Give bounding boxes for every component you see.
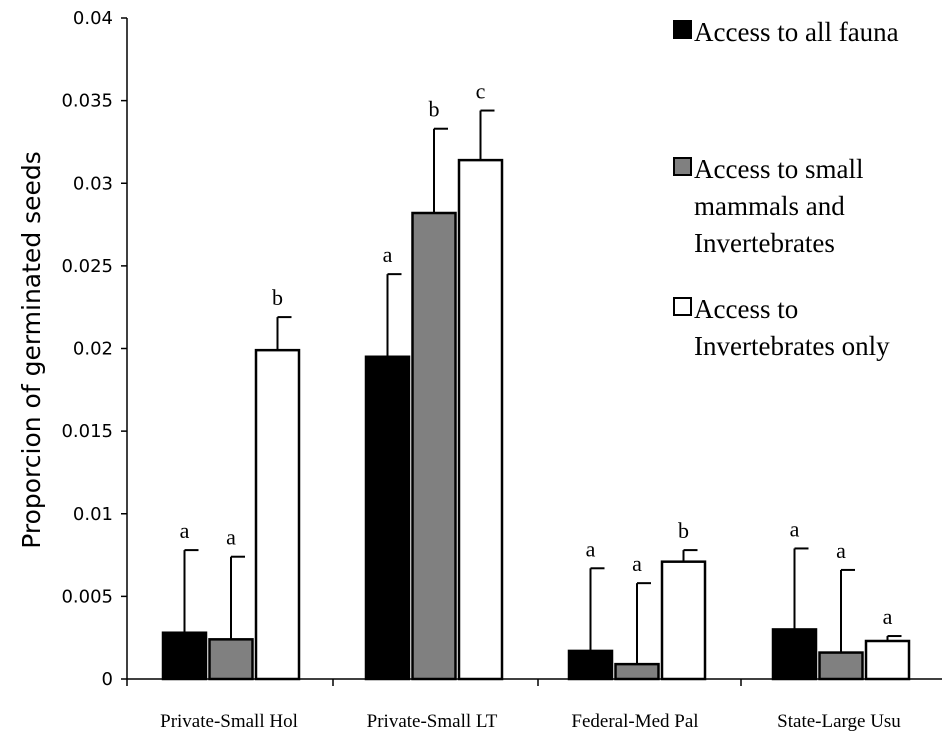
y-tick-label: 0.04	[73, 8, 113, 29]
x-category-label: Private-Small Hol	[160, 711, 298, 732]
significance-label: c	[476, 79, 486, 104]
significance-label: a	[836, 538, 846, 563]
bar	[411, 211, 457, 681]
y-tick-label: 0.035	[61, 91, 113, 112]
bar	[567, 649, 614, 681]
bar	[864, 639, 911, 681]
y-tick-label: 0	[102, 669, 113, 690]
bar	[457, 158, 504, 681]
legend-label: Invertebrates only	[694, 331, 890, 361]
significance-label: b	[429, 97, 440, 122]
legend-label: mammals and	[694, 191, 845, 221]
y-axis: 0 0.005 0.01 0.015 0.02 0.025 0.03 0.035 0.04	[61, 8, 128, 690]
bar	[254, 348, 301, 681]
significance-label: a	[632, 551, 642, 576]
bars: a a a a a b a a b c b a	[161, 79, 911, 681]
legend-swatch	[673, 157, 692, 176]
y-axis-label: Proporcion of germinated seeds	[17, 151, 46, 549]
bar	[614, 662, 660, 681]
legend: Access to all fauna Access to small mammal…	[673, 17, 899, 361]
significance-label: a	[180, 518, 190, 543]
bar	[161, 631, 208, 681]
x-category-label: Federal-Med Pal	[571, 711, 698, 732]
legend-label: Access to all fauna	[694, 17, 899, 47]
x-category-label: Private-Small LT	[367, 711, 498, 732]
bar	[771, 628, 818, 681]
y-tick-label: 0.025	[61, 256, 113, 277]
legend-swatch	[673, 297, 692, 316]
significance-label: a	[226, 525, 236, 550]
significance-label: a	[790, 516, 800, 541]
significance-label: b	[272, 285, 283, 310]
y-tick-label: 0.02	[73, 339, 113, 360]
legend-label: Invertebrates	[694, 228, 835, 258]
x-axis: Private-Small Hol Private-Small LT Federal…	[126, 678, 942, 732]
bar	[818, 651, 864, 681]
bar	[660, 560, 707, 681]
significance-label: a	[883, 604, 893, 629]
legend-swatch	[673, 20, 692, 39]
significance-label: a	[383, 242, 393, 267]
legend-label: Access to small	[694, 154, 863, 184]
y-tick-label: 0.01	[73, 504, 113, 525]
y-tick-label: 0.03	[73, 173, 113, 194]
y-tick-label: 0.015	[61, 421, 113, 442]
significance-label: a	[586, 536, 596, 561]
bar	[364, 355, 411, 681]
significance-label: b	[678, 518, 689, 543]
legend-label: Access to	[694, 294, 798, 324]
y-tick-label: 0.005	[61, 586, 113, 607]
bar	[208, 638, 254, 681]
x-category-label: State-Large Usu	[777, 711, 901, 732]
